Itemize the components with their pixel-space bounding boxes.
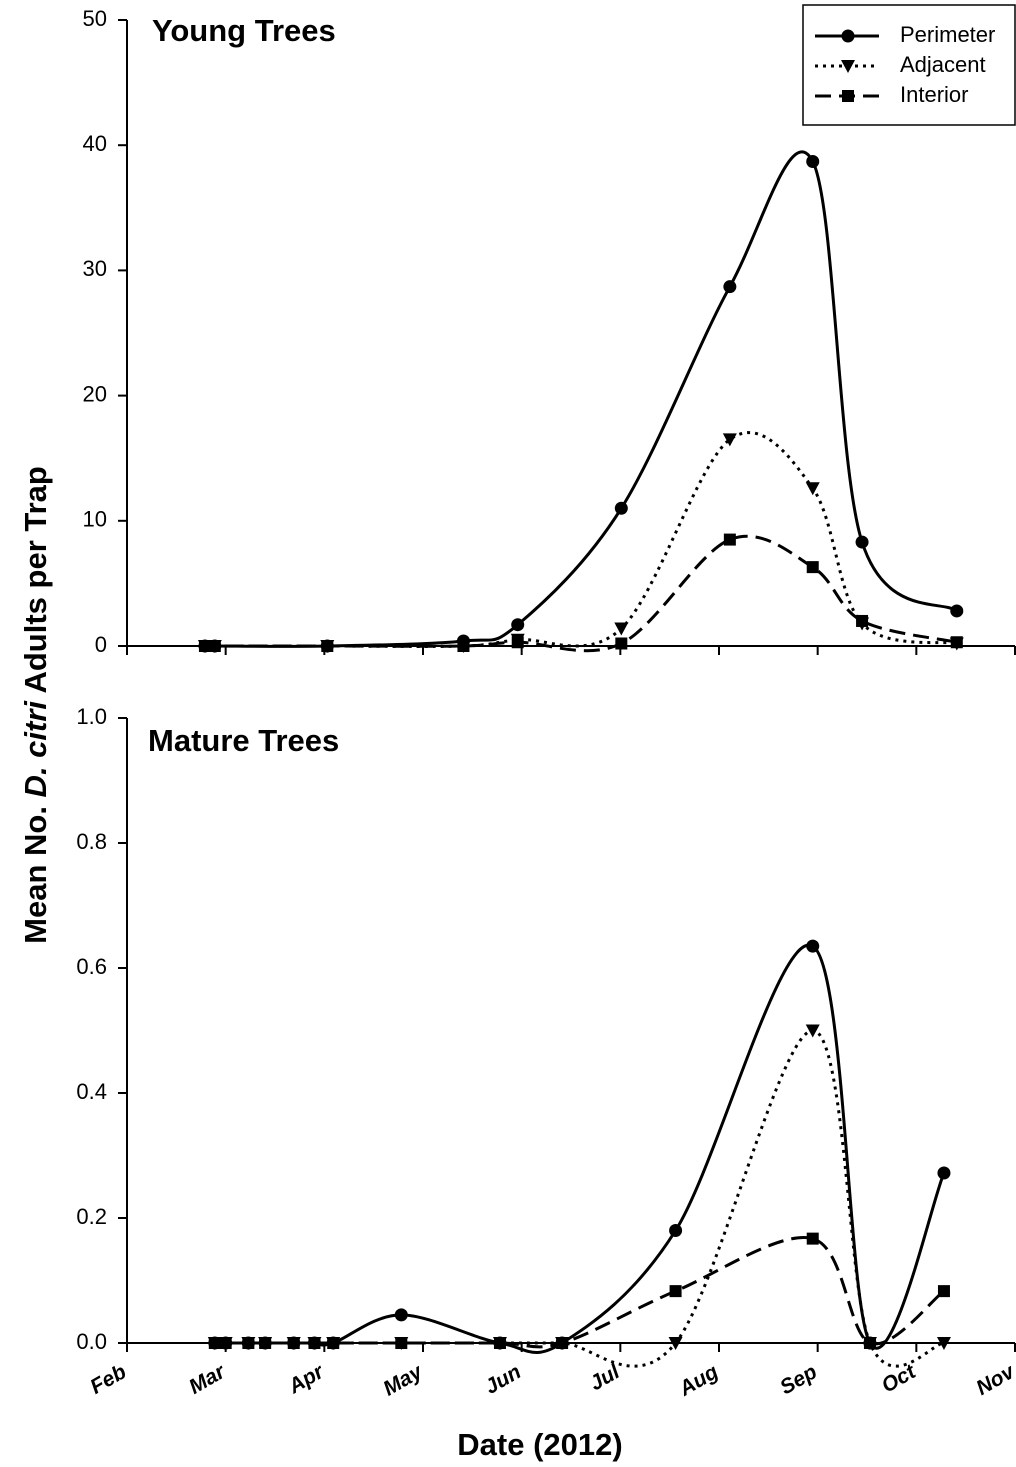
- marker: [511, 636, 524, 649]
- x-tick-label: Jun: [481, 1360, 525, 1399]
- y-tick-label: 0: [95, 632, 107, 657]
- marker: [614, 622, 629, 636]
- marker: [287, 1337, 300, 1349]
- legend-marker: [842, 90, 854, 102]
- marker: [259, 1337, 272, 1349]
- marker: [457, 640, 470, 652]
- y-tick-label: 0.2: [76, 1204, 107, 1229]
- x-tick-label: Apr: [284, 1359, 329, 1398]
- x-tick-label: May: [379, 1360, 427, 1401]
- y-tick-label: 0.8: [76, 829, 107, 854]
- marker: [208, 640, 221, 652]
- marker: [950, 604, 964, 618]
- y-tick-label: 0.0: [76, 1329, 107, 1354]
- marker: [805, 482, 820, 496]
- marker: [722, 433, 737, 447]
- marker: [615, 637, 628, 650]
- y-tick-label: 0.4: [76, 1079, 107, 1104]
- legend-label: Adjacent: [900, 52, 986, 77]
- y-tick-label: 30: [83, 256, 107, 281]
- panel-title: Young Trees: [152, 13, 336, 48]
- marker: [863, 1337, 876, 1349]
- marker: [669, 1285, 682, 1298]
- legend-label: Perimeter: [900, 22, 995, 47]
- y-tick-label: 0.6: [76, 954, 107, 979]
- marker: [668, 1337, 683, 1350]
- marker: [556, 1337, 569, 1349]
- y-title-part: Adults per Trap: [18, 466, 53, 693]
- series-line: [214, 1236, 945, 1349]
- marker: [614, 501, 628, 515]
- marker: [394, 1308, 408, 1322]
- marker: [308, 1337, 321, 1349]
- legend-box: [802, 4, 1016, 126]
- x-tick-label: Oct: [878, 1360, 921, 1398]
- y-axis-title: Mean No. D. citri Adults per Trap: [18, 466, 53, 944]
- x-tick-label: Sep: [776, 1360, 821, 1399]
- series-line: [201, 431, 958, 648]
- series-line: [201, 150, 958, 648]
- y-title-italic: D. citri: [18, 700, 53, 798]
- y-tick-label: 10: [83, 507, 107, 532]
- x-tick-label: Feb: [86, 1360, 130, 1399]
- y-tick-label: 1.0: [76, 704, 107, 729]
- marker: [856, 614, 869, 627]
- marker: [936, 1337, 951, 1350]
- x-tick-label: Mar: [185, 1359, 230, 1399]
- series-line: [214, 943, 946, 1354]
- x-axis-title: Date (2012): [457, 1427, 622, 1462]
- series-line: [201, 534, 958, 653]
- marker: [219, 1337, 232, 1349]
- legend-label: Interior: [900, 82, 968, 107]
- y-tick-label: 50: [83, 6, 107, 31]
- y-tick-label: 20: [83, 381, 107, 406]
- marker: [321, 640, 334, 652]
- legend-marker: [841, 60, 855, 73]
- marker: [493, 1337, 506, 1349]
- marker: [327, 1337, 340, 1349]
- marker: [723, 280, 737, 294]
- x-tick-label: Nov: [972, 1360, 1016, 1400]
- marker: [806, 1232, 819, 1245]
- x-tick-label: Aug: [675, 1360, 723, 1401]
- marker: [855, 535, 869, 549]
- marker: [806, 561, 819, 574]
- marker: [242, 1337, 255, 1349]
- marker: [806, 154, 820, 168]
- legend-marker: [841, 29, 855, 43]
- marker: [950, 636, 963, 649]
- panel-title: Mature Trees: [148, 723, 339, 758]
- marker: [937, 1285, 950, 1298]
- marker: [723, 533, 736, 546]
- series-line: [214, 1028, 945, 1368]
- marker: [511, 618, 525, 632]
- marker: [806, 939, 820, 953]
- marker: [395, 1337, 408, 1349]
- marker: [669, 1224, 683, 1237]
- marker: [805, 1024, 820, 1038]
- marker: [208, 1337, 221, 1349]
- y-title-part: Mean No.: [18, 806, 53, 944]
- marker: [937, 1166, 951, 1180]
- y-tick-label: 40: [83, 131, 107, 156]
- marker: [198, 640, 211, 652]
